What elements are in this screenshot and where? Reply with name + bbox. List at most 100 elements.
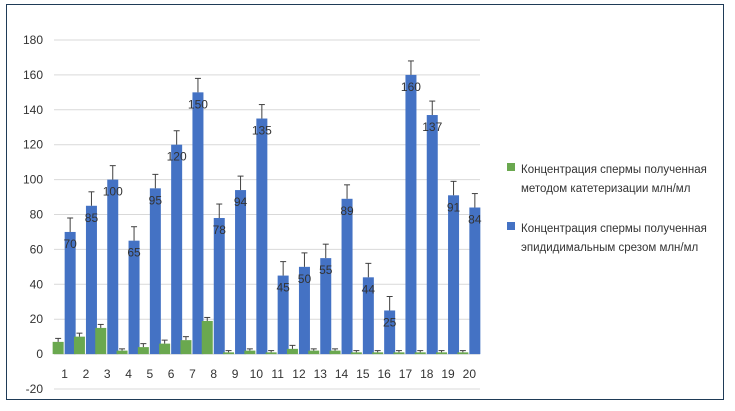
bar xyxy=(149,188,161,355)
data-label: 84 xyxy=(468,213,482,227)
data-label: 91 xyxy=(447,200,461,214)
bar xyxy=(265,352,277,355)
x-tick-label: 17 xyxy=(399,367,413,381)
x-tick-label: 12 xyxy=(292,367,306,381)
bar xyxy=(128,240,140,355)
bar xyxy=(95,327,107,355)
bar xyxy=(384,310,396,355)
x-tick-label: 14 xyxy=(335,367,349,381)
legend: Концентрация спермы полученная методом ка… xyxy=(507,163,707,254)
y-axis: -20 0 20 40 60 80 100 120 140 160 180 xyxy=(23,33,43,396)
bar xyxy=(180,340,192,355)
bar xyxy=(137,347,149,355)
bar xyxy=(362,277,374,355)
bar xyxy=(436,352,448,355)
data-label: 78 xyxy=(213,223,227,237)
bars: 70 85 100 65 95 120 150 78 94 135 45 50 55 89 44 25 160 1… xyxy=(52,60,482,355)
y-tick-label: 140 xyxy=(23,103,43,117)
x-tick-label: 5 xyxy=(147,367,154,381)
chart-frame: -20 0 20 40 60 80 100 120 140 160 180 70 85 100 65 95 1… xyxy=(6,4,724,400)
x-tick-label: 11 xyxy=(271,367,284,381)
legend-swatch xyxy=(507,163,515,171)
data-label: 50 xyxy=(298,272,312,286)
data-label: 85 xyxy=(85,211,99,225)
y-tick-label: 40 xyxy=(30,277,44,291)
bar xyxy=(244,350,256,355)
y-tick-label: 20 xyxy=(30,312,44,326)
x-tick-label: 1 xyxy=(61,367,68,381)
bar xyxy=(201,320,213,355)
data-label: 160 xyxy=(401,80,421,94)
data-label: 55 xyxy=(319,263,333,277)
bar xyxy=(298,266,310,355)
y-tick-label: 0 xyxy=(36,347,43,361)
x-tick-label: 15 xyxy=(356,367,370,381)
bar xyxy=(329,350,341,355)
bar xyxy=(192,92,204,355)
data-label: 65 xyxy=(127,246,141,260)
legend-label: Концентрация спермы полученная методом ка… xyxy=(521,164,707,195)
y-tick-label: -20 xyxy=(26,382,44,396)
bar xyxy=(308,350,320,355)
legend-label: Концентрация спермы полученная эпидидимал… xyxy=(521,223,707,254)
y-tick-label: 100 xyxy=(23,173,43,187)
bar xyxy=(393,352,405,355)
bar xyxy=(256,118,268,355)
data-label: 45 xyxy=(276,281,290,295)
y-tick-label: 80 xyxy=(30,208,44,222)
bar xyxy=(469,207,481,355)
x-tick-label: 4 xyxy=(125,367,132,381)
y-tick-label: 160 xyxy=(23,68,43,82)
bar xyxy=(372,352,384,355)
data-label: 70 xyxy=(63,237,77,251)
x-axis: 1 2 3 4 5 6 7 8 9 10 11 12 13 14 15 16 17 18 19 20 xyxy=(61,367,476,381)
bar xyxy=(213,217,225,355)
bar xyxy=(85,205,97,355)
bar xyxy=(223,352,235,355)
x-tick-label: 19 xyxy=(441,367,455,381)
bar xyxy=(52,341,64,355)
bar xyxy=(457,352,469,355)
x-tick-label: 10 xyxy=(250,367,264,381)
y-tick-label: 180 xyxy=(23,33,43,47)
y-tick-label: 60 xyxy=(30,242,44,256)
bar xyxy=(405,74,417,355)
x-tick-label: 3 xyxy=(104,367,111,381)
bar xyxy=(116,350,128,355)
bar xyxy=(341,198,353,355)
data-label: 25 xyxy=(383,315,397,329)
bar xyxy=(107,179,119,355)
data-label: 100 xyxy=(103,185,123,199)
bar xyxy=(159,343,171,355)
bar xyxy=(320,258,332,355)
bar xyxy=(426,115,438,355)
bar xyxy=(64,231,76,355)
bar xyxy=(414,352,426,355)
bar xyxy=(235,190,247,355)
x-tick-label: 8 xyxy=(210,367,217,381)
x-tick-label: 7 xyxy=(189,367,196,381)
x-tick-label: 6 xyxy=(168,367,175,381)
data-label: 120 xyxy=(167,150,187,164)
x-tick-label: 20 xyxy=(463,367,477,381)
x-tick-label: 13 xyxy=(314,367,328,381)
legend-swatch xyxy=(507,222,515,230)
x-tick-label: 2 xyxy=(83,367,90,381)
y-tick-label: 120 xyxy=(23,138,43,152)
bar xyxy=(448,195,460,355)
x-tick-label: 9 xyxy=(232,367,239,381)
data-label: 95 xyxy=(149,193,163,207)
data-label: 137 xyxy=(422,120,442,134)
bar xyxy=(277,275,289,355)
bar xyxy=(73,336,85,355)
data-label: 94 xyxy=(234,195,248,209)
data-label: 89 xyxy=(340,204,354,218)
bar xyxy=(286,348,298,355)
data-label: 135 xyxy=(252,124,272,138)
x-tick-label: 18 xyxy=(420,367,434,381)
bar xyxy=(350,352,362,355)
data-label: 44 xyxy=(362,282,376,296)
data-label: 150 xyxy=(188,97,208,111)
bar xyxy=(171,144,183,355)
